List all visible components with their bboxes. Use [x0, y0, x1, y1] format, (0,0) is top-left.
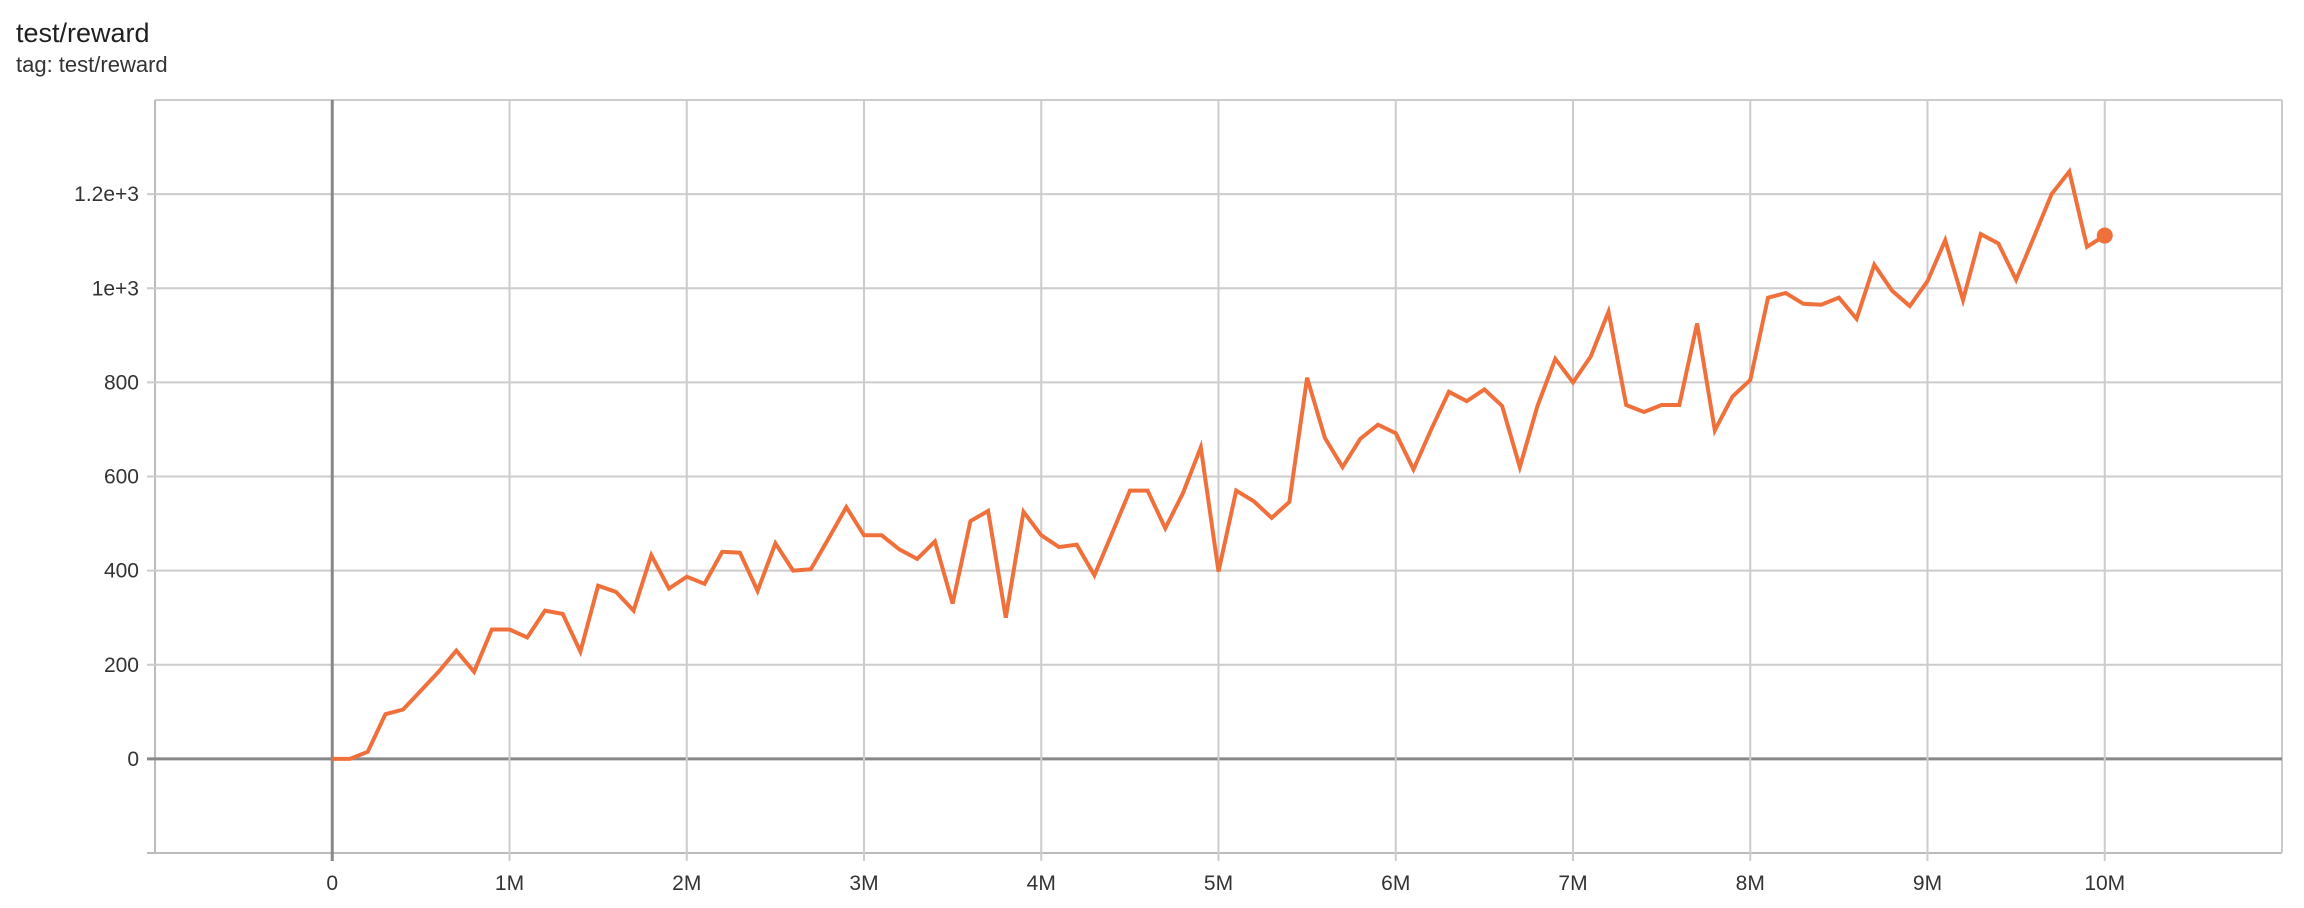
x-tick-label: 7M	[1558, 872, 1587, 895]
y-tick-label: 800	[104, 371, 139, 394]
x-tick-label: 8M	[1736, 872, 1765, 895]
data-point	[2096, 227, 2113, 244]
x-tick-label: 0	[326, 872, 338, 895]
reward-series-line	[332, 166, 2106, 761]
y-tick-label: 400	[104, 560, 139, 583]
x-tick-label: 9M	[1913, 872, 1942, 895]
y-tick-label: 600	[104, 466, 139, 489]
y-tick-label: 200	[104, 654, 139, 677]
x-tick-label: 3M	[849, 872, 878, 895]
x-tick-label: 4M	[1027, 872, 1056, 895]
chart-tag: tag: test/reward	[16, 52, 168, 77]
x-tick-label: 10M	[2084, 872, 2125, 895]
x-tick-label: 5M	[1204, 872, 1233, 895]
chart-title: test/reward	[16, 18, 150, 48]
y-tick-label: 1.2e+3	[74, 183, 139, 206]
y-tick-label: 0	[127, 748, 139, 771]
y-tick-label: 1e+3	[92, 277, 139, 300]
x-tick-label: 1M	[495, 872, 524, 895]
x-tick-label: 2M	[672, 872, 701, 895]
x-tick-label: 6M	[1381, 872, 1410, 895]
